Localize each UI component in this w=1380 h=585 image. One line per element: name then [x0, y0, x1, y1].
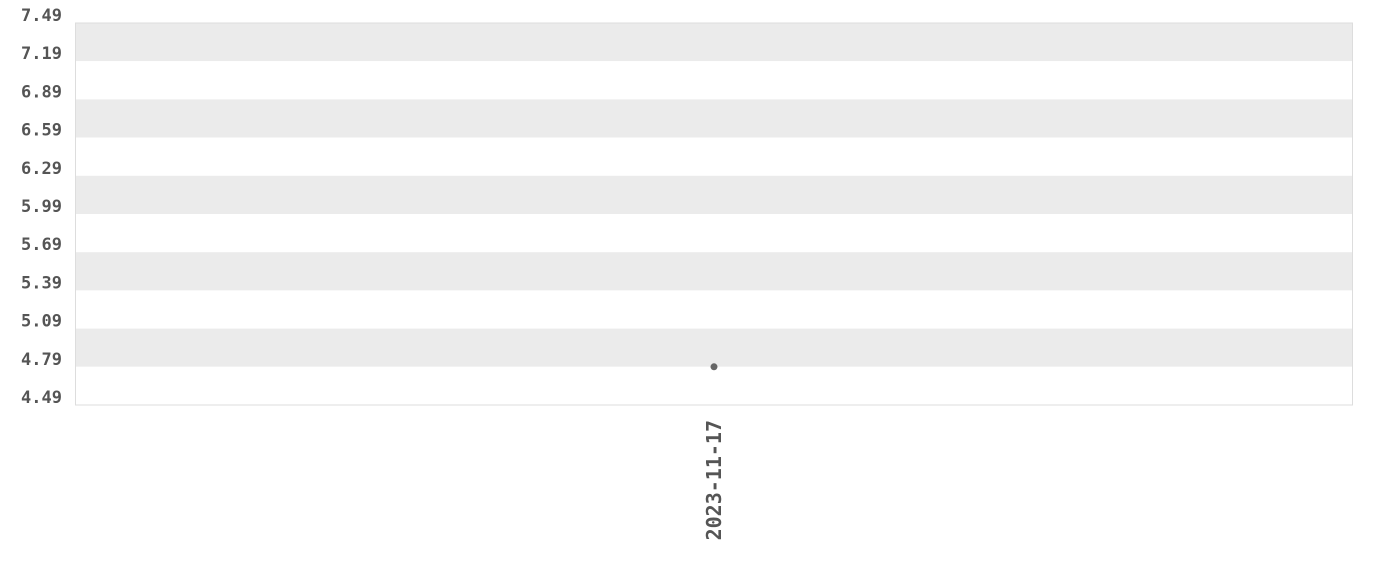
grid-bands: [75, 23, 1353, 405]
grid-band: [75, 366, 1353, 405]
grid-band: [75, 214, 1353, 253]
grid-band: [75, 252, 1353, 291]
y-tick-label: 6.29: [21, 159, 62, 179]
grid-band: [75, 328, 1353, 367]
y-axis-ticks: 4.49 4.79 5.09 5.39 5.69 5.99 6.29 6.59 6.89 7.19…: [21, 6, 62, 408]
y-tick-label: 4.49: [21, 388, 62, 408]
y-tick-label: 4.79: [21, 350, 62, 370]
grid-band: [75, 23, 1353, 62]
y-tick-label: 6.89: [21, 82, 62, 102]
x-axis-ticks: 2023-11-17: [702, 420, 726, 540]
grid-band: [75, 99, 1353, 138]
x-tick-label: 2023-11-17: [702, 420, 726, 540]
data-points: [710, 363, 718, 371]
y-tick-label: 7.49: [21, 6, 62, 26]
y-tick-label: 5.09: [21, 312, 62, 332]
plot-frame: [75, 22, 1353, 406]
y-tick-label: 5.69: [21, 235, 62, 255]
y-tick-label: 7.19: [21, 44, 62, 64]
grid-band: [75, 61, 1353, 100]
grid-band: [75, 175, 1353, 214]
data-point[interactable]: [710, 363, 718, 371]
y-tick-label: 6.59: [21, 121, 62, 141]
grid-band: [75, 290, 1353, 329]
y-tick-label: 5.99: [21, 197, 62, 217]
grid-band: [75, 137, 1353, 176]
y-tick-label: 5.39: [21, 273, 62, 293]
